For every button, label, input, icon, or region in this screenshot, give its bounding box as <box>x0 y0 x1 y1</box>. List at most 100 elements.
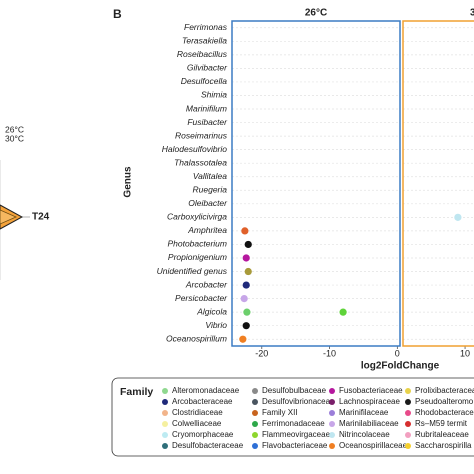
y-tick-label: Photobacterium <box>167 239 227 249</box>
y-tick-label: Vibrio <box>205 320 227 330</box>
legend-swatch <box>329 410 335 416</box>
legend-swatch <box>252 388 258 394</box>
y-tick-label: Gilvibacter <box>187 63 228 73</box>
legend-label: Marinilabiliaceae <box>339 419 399 428</box>
y-tick-label: Propionigenium <box>168 252 227 262</box>
legend-label: Marinifilaceae <box>339 408 389 417</box>
dot <box>241 227 249 235</box>
legend-swatch <box>329 443 335 449</box>
legend-swatch <box>252 399 258 405</box>
legend-label: Arcobacteraceae <box>172 397 233 406</box>
legend-box <box>111 377 474 457</box>
legend-label: Flavobacteriaceae <box>262 441 328 450</box>
dot <box>339 308 347 316</box>
y-tick-label: Roseibacillus <box>177 49 228 59</box>
y-tick-label: Fusibacter <box>187 117 228 127</box>
legend-label: Clostridiaceae <box>172 408 223 417</box>
legend-label: Desulfobulbaceae <box>262 386 327 395</box>
dot <box>240 295 248 303</box>
legend-swatch <box>162 388 168 394</box>
legend-label: Desulfovibrionaceae <box>262 397 335 406</box>
legend-swatch <box>252 443 258 449</box>
y-tick-label: Amphritea <box>187 225 227 235</box>
dot <box>454 213 462 221</box>
legend-label: Alteromonadaceae <box>172 386 240 395</box>
legend-swatch <box>405 432 411 438</box>
dot <box>244 240 252 249</box>
legend-label: Prolixibacteracea <box>415 386 474 395</box>
legend-label: Rubritaleaceae <box>415 430 469 439</box>
legend-label: Fusobacteriaceae <box>339 386 403 395</box>
x-tick-label: -10 <box>323 348 336 358</box>
legend-swatch <box>329 432 335 438</box>
legend-label: Pseudoalteromo <box>415 397 474 406</box>
y-tick-label: Persicobacter <box>175 293 228 303</box>
legend-swatch <box>162 432 168 438</box>
y-tick-label: Roseimarinus <box>175 130 228 140</box>
legend-swatch <box>329 399 335 405</box>
legend-label: Ferrimonadaceae <box>262 419 325 428</box>
y-tick-label: Halodesulfovibrio <box>162 144 227 154</box>
y-tick-label: Unidentified genus <box>157 266 228 276</box>
y-tick-label: Ruegeria <box>193 185 228 195</box>
dot <box>242 322 250 330</box>
legend-swatch <box>405 421 411 427</box>
legend-swatch <box>405 399 411 405</box>
legend-label: Family XII <box>262 408 298 417</box>
x-axis-label: log2FoldChange <box>361 361 440 372</box>
y-tick-label: Oleibacter <box>188 198 228 208</box>
radar-shape <box>0 209 17 225</box>
x-tick-label: 10 <box>460 348 470 358</box>
dot <box>243 308 251 316</box>
legend-swatch <box>162 410 168 416</box>
dot <box>242 281 250 289</box>
legend-swatch <box>405 443 411 449</box>
radar-legend-label: 30°C <box>5 133 24 143</box>
legend-swatch <box>252 432 258 438</box>
legend-swatch <box>252 410 258 416</box>
dot <box>239 335 247 343</box>
panel-label: B <box>113 7 122 21</box>
facet-box <box>402 20 474 347</box>
legend-swatch <box>252 421 258 427</box>
legend-label: Lachnospiraceae <box>339 397 400 406</box>
legend-label: Cryomorphaceae <box>172 430 234 439</box>
legend-title: Family <box>120 386 153 398</box>
legend-label: Saccharospirilla <box>415 441 472 450</box>
legend-swatch <box>162 421 168 427</box>
x-tick-label: -20 <box>255 348 268 358</box>
legend-label: Oceanospirillaceae <box>339 441 408 450</box>
legend-label: Rs–M59 termit <box>415 419 468 428</box>
y-tick-label: Vallitalea <box>193 171 227 181</box>
y-tick-label: Arcobacter <box>185 279 228 289</box>
legend-swatch <box>329 421 335 427</box>
dot <box>242 254 250 262</box>
legend-swatch <box>329 388 335 394</box>
radar-legend-label: 26°C <box>5 124 24 134</box>
legend-swatch <box>405 388 411 394</box>
y-axis-label: Genus <box>123 166 134 198</box>
y-tick-label: Algicola <box>196 306 227 316</box>
legend-label: Flammeovirgaceae <box>262 430 331 439</box>
y-tick-label: Shimia <box>201 90 227 100</box>
legend-swatch <box>162 443 168 449</box>
facet-title: 3 <box>470 8 474 19</box>
legend-swatch <box>162 399 168 405</box>
y-tick-label: Oceanospirillum <box>166 333 227 343</box>
y-tick-label: Carboxylicivirga <box>167 212 227 222</box>
legend-swatch <box>405 410 411 416</box>
dot <box>244 267 252 276</box>
radar-axis-label: T24 <box>32 212 50 223</box>
y-tick-label: Thalassotalea <box>174 157 227 167</box>
facet-box <box>231 20 401 347</box>
legend-label: Nitrincolaceae <box>339 430 390 439</box>
x-tick-label: 0 <box>395 348 400 358</box>
legend-label: Desulfobacteraceae <box>172 441 244 450</box>
radar-fragment: 26°C 30°C T24 <box>0 124 50 280</box>
y-tick-label: Marinifilum <box>186 103 227 113</box>
y-tick-label: Ferrimonas <box>184 22 228 32</box>
y-tick-label: Desulfocella <box>181 76 228 86</box>
y-tick-label: Terasakiella <box>182 36 227 46</box>
facet-title: 26°C <box>305 8 327 19</box>
